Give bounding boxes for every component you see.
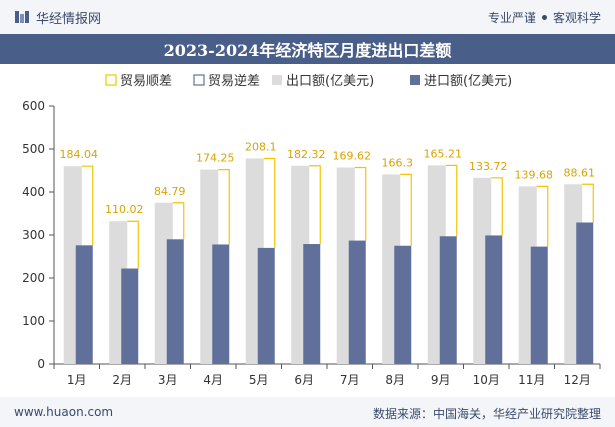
data-labels: 184.04 110.02 84.79 174.25 208.1 182.32 169.62… [60,140,596,216]
y-tick-label-1: 100 [22,314,45,328]
y-tick-label-4: 400 [22,185,45,199]
footer-source: 数据来源：中国海关，华经产业研究院整理 [372,407,601,421]
surplus-label-2: 84.79 [154,185,186,198]
surplus-marker-5 [309,165,321,245]
chart-title: 2023-2024年经济特区月度进出口差额 [163,41,452,60]
legend-label-2: 出口额(亿美元) [286,74,374,89]
legend-label-0: 贸易顺差 [120,74,172,89]
x-tick-label-6: 7月 [340,373,360,387]
import-bar-8 [439,236,457,364]
surplus-label-0: 184.04 [60,148,99,161]
tagline-objective: 客观科学 [552,11,601,25]
import-bar-1 [121,268,139,364]
surplus-marker-7 [400,173,412,246]
surplus-marker-11 [582,183,594,223]
x-tick-label-5: 6月 [294,373,314,387]
title-bar: 2023-2024年经济特区月度进出口差额 [0,34,615,64]
top-bar: 华经情报网 专业严谨 客观科学 [0,0,615,34]
import-bar-11 [576,222,594,364]
import-bar-4 [257,247,275,364]
surplus-label-1: 110.02 [105,203,144,216]
brand-name: 华经情报网 [36,11,102,27]
surplus-label-6: 169.62 [333,149,372,162]
x-tick-label-3: 4月 [203,373,223,387]
legend-swatch-2 [272,75,282,85]
surplus-marker-9 [491,177,503,236]
x-tick-label-4: 5月 [249,373,269,387]
taglines: 专业严谨 客观科学 [488,9,601,26]
brand: 华经情报网 [14,8,102,27]
x-axis: 1月 2月 3月 4月 5月 6月 7月 8月 9月 10月 11月 12月 [53,363,601,387]
y-tick-label-6: 600 [22,99,45,113]
x-tick-label-1: 2月 [112,373,132,387]
y-tick-label-0: 0 [37,357,45,371]
surplus-marker-1 [127,220,139,269]
legend-swatch-0 [105,74,117,86]
surplus-marker-8 [445,164,458,237]
legend-label-1: 贸易逆差 [208,73,260,89]
import-bar-6 [348,240,366,364]
x-tick-label-11: 12月 [564,373,591,387]
import-bar-3 [212,244,230,364]
import-bar-5 [303,244,321,364]
x-tick-label-8: 9月 [431,373,451,387]
surplus-marker-2 [172,202,185,240]
y-tick-label-2: 200 [22,271,45,285]
import-bar-7 [394,245,412,364]
surplus-label-3: 174.25 [196,152,235,165]
legend-label-3: 进口额(亿美元) [424,74,512,89]
import-bars [75,222,594,364]
footer-url[interactable]: www.huaon.com [14,405,114,419]
surplus-label-8: 165.21 [424,147,463,160]
export-bars [63,158,583,364]
legend-swatch-1 [193,74,205,86]
surplus-marker-4 [263,157,276,248]
import-bar-0 [75,245,93,364]
surplus-marker-10 [536,185,549,247]
tagline-professional: 专业严谨 [487,11,536,25]
surplus-label-7: 166.3 [382,156,414,169]
y-axis: 0 100 200 300 400 500 600 [22,99,55,371]
surplus-marker-0 [81,165,94,246]
x-tick-label-2: 3月 [158,373,178,387]
y-tick-label-3: 300 [22,228,45,242]
import-bar-9 [485,235,503,364]
footer: www.huaon.com 数据来源：中国海关，华经产业研究院整理 [0,397,615,427]
import-bar-10 [530,246,548,364]
legend-swatch-3 [410,75,420,85]
import-bar-2 [166,239,184,364]
legend: 贸易顺差 贸易逆差 出口额(亿美元) 进口额(亿美元) [105,73,512,89]
surplus-marker-3 [218,169,230,245]
surplus-label-5: 182.32 [287,148,326,161]
surplus-label-11: 88.61 [564,166,596,179]
chart: 贸易顺差 贸易逆差 出口额(亿美元) 进口额(亿美元) 0 100 200 300 400 50… [22,73,601,387]
y-tick-label-5: 500 [22,142,45,156]
surplus-label-10: 139.68 [515,168,554,181]
surplus-label-9: 133.72 [469,160,508,173]
surplus-label-4: 208.1 [245,140,277,153]
brand-logo-icon [15,11,29,23]
tagline-dot-icon [541,15,547,20]
x-tick-label-10: 11月 [518,373,545,387]
surplus-markers [81,157,594,269]
surplus-marker-6 [354,166,367,241]
x-tick-label-9: 10月 [473,373,500,387]
x-tick-label-7: 8月 [385,373,405,387]
x-tick-label-0: 1月 [67,373,87,387]
